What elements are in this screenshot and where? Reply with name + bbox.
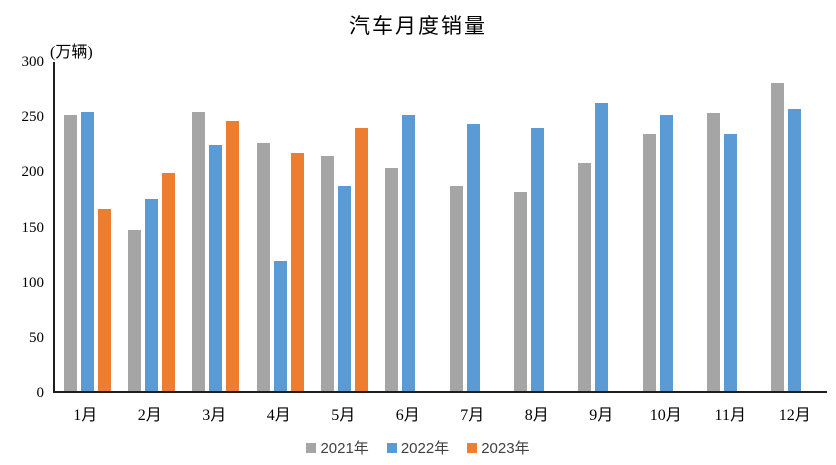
bar-2022年-1月: [80, 111, 94, 391]
bar-2022年-7月: [466, 124, 480, 391]
bar-2021年-1月: [63, 115, 77, 391]
bar-2021年-6月: [385, 168, 399, 391]
bar-2021年-10月: [642, 133, 656, 391]
x-label-6月: 6月: [395, 407, 420, 424]
bar-group-4月: [248, 62, 312, 391]
bar-group-8月: [505, 62, 569, 391]
bar-2023年-4月: [290, 152, 304, 391]
bar-group-2月: [119, 62, 183, 391]
bar-2023年-1月: [97, 208, 111, 391]
x-label-2月: 2月: [137, 407, 162, 424]
legend-item-2021年: 2021年: [306, 437, 369, 458]
bar-group-3月: [184, 62, 248, 391]
bar-group-12月: [763, 62, 827, 391]
legend-swatch-icon: [386, 442, 397, 453]
bar-2022年-12月: [788, 108, 802, 391]
x-label-3月: 3月: [202, 407, 227, 424]
legend-label: 2023年: [481, 440, 530, 457]
bar-2021年-5月: [320, 156, 334, 391]
x-label-9月: 9月: [589, 407, 614, 424]
bar-2021年-7月: [449, 185, 463, 391]
legend-label: 2021年: [320, 440, 369, 457]
bar-2023年-5月: [354, 128, 368, 391]
bar-2022年-11月: [723, 133, 737, 391]
bar-2022年-2月: [144, 199, 158, 391]
bar-2021年-12月: [771, 83, 785, 391]
x-label-1月: 1月: [73, 407, 98, 424]
x-axis-labels: 1月 2月 3月 4月 5月 6月 7月 8月 9月 10月 11月 12月: [53, 401, 827, 425]
bar-2021年-11月: [706, 112, 720, 391]
bar-2022年-8月: [530, 128, 544, 391]
y-tick-250: 250: [21, 109, 45, 126]
legend-item-2022年: 2022年: [386, 437, 450, 458]
x-label-12月: 12月: [778, 407, 811, 424]
legend-swatch-icon: [467, 442, 478, 453]
x-label-8月: 8月: [524, 407, 549, 424]
bar-group-11月: [698, 62, 762, 391]
legend-swatch-icon: [306, 442, 317, 453]
bar-2022年-10月: [659, 115, 673, 391]
y-tick-200: 200: [21, 164, 45, 181]
bar-2021年-8月: [513, 192, 527, 391]
bar-group-10月: [634, 62, 698, 391]
plot-area: [53, 62, 827, 393]
y-tick-150: 150: [21, 219, 45, 236]
bar-2022年-4月: [273, 260, 287, 391]
bar-group-9月: [570, 62, 634, 391]
bar-groups: [55, 62, 827, 391]
x-label-11月: 11月: [714, 407, 746, 424]
y-tick-100: 100: [21, 274, 45, 291]
legend-label: 2022年: [400, 440, 450, 457]
x-label-7月: 7月: [460, 407, 485, 424]
bar-2021年-9月: [578, 162, 592, 391]
bar-2022年-3月: [209, 144, 223, 391]
bar-2021年-2月: [127, 229, 141, 391]
bar-2023年-3月: [226, 120, 240, 391]
bar-2021年-3月: [192, 111, 206, 391]
bar-2022年-6月: [402, 115, 416, 391]
legend: 2021年 2022年 2023年: [0, 437, 836, 458]
x-label-4月: 4月: [266, 407, 291, 424]
bar-group-1月: [55, 62, 119, 391]
bar-2021年-4月: [256, 142, 270, 391]
legend-item-2023年: 2023年: [467, 437, 530, 458]
bar-2022年-5月: [337, 185, 351, 391]
chart-title: 汽车月度销量: [349, 14, 487, 38]
y-tick-50: 50: [29, 329, 44, 346]
y-tick-300: 300: [21, 54, 45, 70]
y-tick-0: 0: [36, 385, 45, 401]
x-label-5月: 5月: [331, 407, 356, 424]
bar-2023年-2月: [161, 172, 175, 391]
bar-group-5月: [312, 62, 376, 391]
y-axis-unit-label: (万辆): [50, 44, 93, 61]
bar-group-7月: [441, 62, 505, 391]
bar-group-6月: [377, 62, 441, 391]
bar-2022年-9月: [595, 103, 609, 391]
x-label-10月: 10月: [649, 407, 682, 424]
